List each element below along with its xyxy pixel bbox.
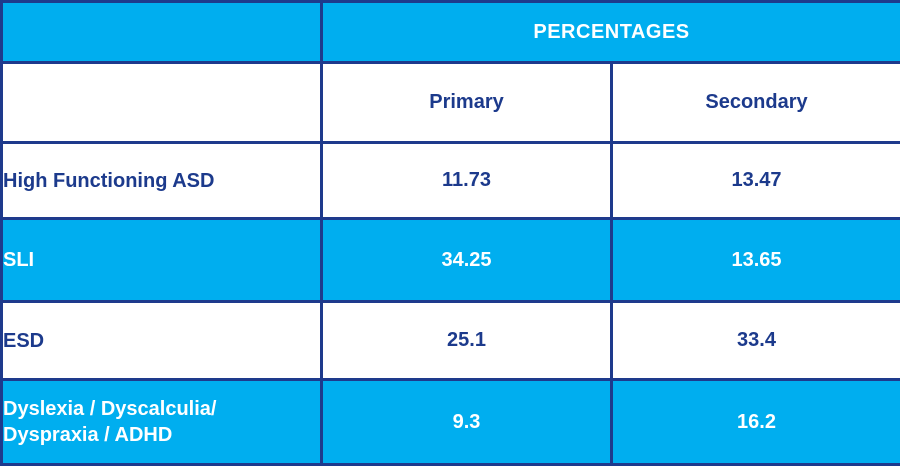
secondary-value: 16.2 [612, 380, 900, 465]
table-row-esd: ESD 25.1 33.4 [2, 302, 900, 380]
table-row-dyslexia-dyscalculia-dyspraxia-adhd: Dyslexia / Dyscalculia/ Dyspraxia / ADHD… [2, 380, 900, 465]
secondary-value: 33.4 [612, 302, 900, 380]
column-header-primary: Primary [322, 63, 612, 143]
title-corner-cell [2, 2, 322, 63]
row-label: High Functioning ASD [2, 143, 322, 219]
title-row: PERCENTAGES [2, 2, 900, 63]
secondary-value: 13.65 [612, 219, 900, 302]
primary-value: 9.3 [322, 380, 612, 465]
column-header-secondary: Secondary [612, 63, 900, 143]
row-label: Dyslexia / Dyscalculia/ Dyspraxia / ADHD [2, 380, 322, 465]
table-row-high-functioning-asd: High Functioning ASD 11.73 13.47 [2, 143, 900, 219]
column-header-empty-cell [2, 63, 322, 143]
row-label: SLI [2, 219, 322, 302]
row-label: ESD [2, 302, 322, 380]
primary-value: 25.1 [322, 302, 612, 380]
primary-value: 11.73 [322, 143, 612, 219]
column-header-row: Primary Secondary [2, 63, 900, 143]
secondary-value: 13.47 [612, 143, 900, 219]
table-title: PERCENTAGES [322, 2, 900, 63]
primary-value: 34.25 [322, 219, 612, 302]
table-row-sli: SLI 34.25 13.65 [2, 219, 900, 302]
